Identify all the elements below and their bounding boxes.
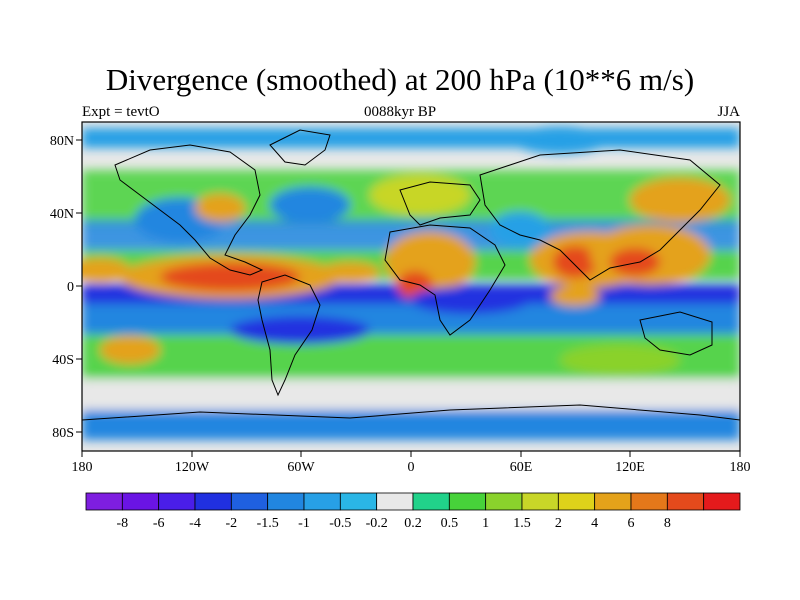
lat-label-80n: 80N [50,134,74,149]
chart-title: Divergence (smoothed) at 200 hPa (10**6 … [105,62,695,97]
colorbar-swatch [303,492,341,511]
colorbar-swatch [448,492,487,511]
colorbar-swatch [230,492,269,511]
lat-ticks [76,139,82,433]
lon-label-180e: 180 [730,460,751,475]
lat-label-40s: 40S [52,353,74,368]
lat-label-80s: 80S [52,426,74,441]
colorbar-swatch [666,492,705,511]
colorbar-swatch [339,492,378,511]
colorbar-label: -6 [153,516,165,531]
colorbar-label: -1.5 [257,516,279,531]
lon-label-0: 0 [408,460,415,475]
lon-ticks [81,451,741,457]
colorbar-swatch [121,492,160,511]
colorbar: -8 -6 -4 -2 -1.5 -1 -0.5 -0.2 0.2 0.5 1 1.5 2 4 6 8 [85,492,741,531]
colorbar-swatch [521,492,559,511]
colorbar-label: -1 [298,516,310,531]
colorbar-label: -0.5 [329,516,351,531]
colorbar-swatch [485,492,523,511]
colorbar-label: 0.2 [404,516,422,531]
colorbar-swatch [376,492,414,511]
colorbar-label: -2 [225,516,237,531]
lat-label-0: 0 [67,280,74,295]
divergence-field [82,122,740,451]
colorbar-swatch [194,492,232,511]
lat-label-40n: 40N [50,207,74,222]
season-label: JJA [717,104,740,120]
colorbar-label: 4 [591,516,598,531]
colorbar-swatch [594,492,632,511]
colorbar-label: -4 [189,516,201,531]
colorbar-swatch [85,492,123,511]
colorbar-swatch [412,492,450,511]
lon-label-120w: 120W [175,460,210,475]
colorbar-label: -8 [116,516,128,531]
colorbar-swatch [703,492,741,511]
colorbar-swatch [630,492,668,511]
colorbar-label: 8 [664,516,671,531]
colorbar-swatch [267,492,305,511]
lon-label-60e: 60E [510,460,533,475]
coastlines [82,129,740,421]
colorbar-swatch [557,492,596,511]
colorbar-swatch [158,492,196,511]
colorbar-label: 1.5 [513,516,531,531]
time-label: 0088kyr BP [363,104,437,120]
experiment-label: Expt = tevtO [82,104,160,120]
lon-label-120e: 120E [615,460,645,475]
lon-label-180w: 180 [72,460,93,475]
colorbar-label: -0.2 [366,516,388,531]
colorbar-label: 1 [482,516,489,531]
colorbar-label: 0.5 [441,516,459,531]
lon-label-60w: 60W [287,460,315,475]
colorbar-label: 6 [628,516,635,531]
colorbar-label: 2 [555,516,562,531]
